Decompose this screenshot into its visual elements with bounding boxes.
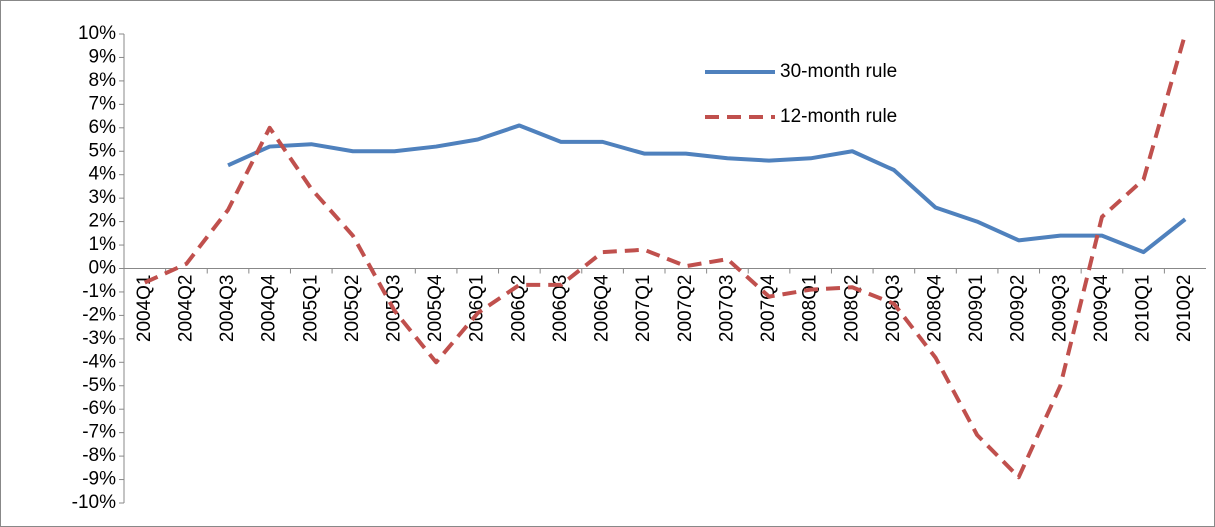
x-tick-label: 2006Q3	[550, 275, 571, 343]
legend-label: 12-month rule	[780, 106, 897, 127]
x-tick-label: 2009Q1	[966, 275, 987, 343]
x-tick-label: 2004Q2	[175, 275, 196, 343]
x-tick-label: 2009Q4	[1091, 274, 1112, 342]
y-tick-label: -6%	[82, 398, 116, 419]
x-tick-label: 2008Q2	[841, 275, 862, 343]
y-tick-label: 2%	[89, 211, 117, 232]
x-tick-label: 2010Q2	[1174, 275, 1195, 343]
x-tick-label: 2006Q2	[508, 275, 529, 343]
data-line	[143, 33, 1188, 480]
x-tick-label: 2004Q3	[217, 275, 238, 343]
y-tick-label: 3%	[89, 187, 117, 208]
y-tick-label: -8%	[82, 445, 116, 466]
x-tick-label: 2008Q3	[883, 275, 904, 343]
x-tick-label: 2007Q4	[758, 274, 779, 342]
x-tick-label: 2010Q1	[1133, 275, 1154, 343]
x-tick-label: 2007Q2	[675, 275, 696, 343]
x-tick-label: 2008Q1	[800, 275, 821, 343]
x-tick-label: 2008Q4	[925, 274, 946, 342]
y-tick-label: 4%	[89, 164, 117, 185]
x-tick-label: 2004Q1	[134, 275, 155, 343]
y-tick-label: -3%	[82, 328, 116, 349]
y-tick-label: 8%	[89, 70, 117, 91]
y-tick-label: -1%	[82, 281, 116, 302]
x-tick-label: 2004Q4	[259, 274, 280, 342]
y-tick-label: -7%	[82, 422, 116, 443]
y-tick-label: 7%	[89, 93, 117, 114]
x-tick-label: 2006Q4	[592, 274, 613, 342]
x-tick-label: 2007Q3	[716, 275, 737, 343]
x-tick-label: 2005Q4	[425, 274, 446, 342]
x-tick-label: 2007Q1	[633, 275, 654, 343]
x-tick-label: 2009Q2	[1008, 275, 1029, 343]
y-tick-label: -9%	[82, 469, 116, 490]
y-tick-label: 0%	[89, 258, 117, 279]
y-tick-label: 10%	[78, 23, 116, 44]
y-tick-label: 9%	[89, 46, 117, 67]
x-tick-label: 2009Q3	[1049, 275, 1070, 343]
legend-label: 30-month rule	[780, 61, 897, 82]
y-tick-label: -4%	[82, 351, 116, 372]
x-tick-label: 2005Q1	[300, 275, 321, 343]
y-tick-label: 6%	[89, 117, 117, 138]
y-tick-label: 5%	[89, 140, 117, 161]
y-tick-label: -2%	[82, 304, 116, 325]
y-tick-label: 1%	[89, 234, 117, 255]
y-tick-label: -10%	[72, 492, 116, 513]
x-tick-label: 2006Q1	[467, 275, 488, 343]
y-tick-label: -5%	[82, 375, 116, 396]
x-tick-label: 2005Q2	[342, 275, 363, 343]
data-line	[227, 123, 1187, 255]
